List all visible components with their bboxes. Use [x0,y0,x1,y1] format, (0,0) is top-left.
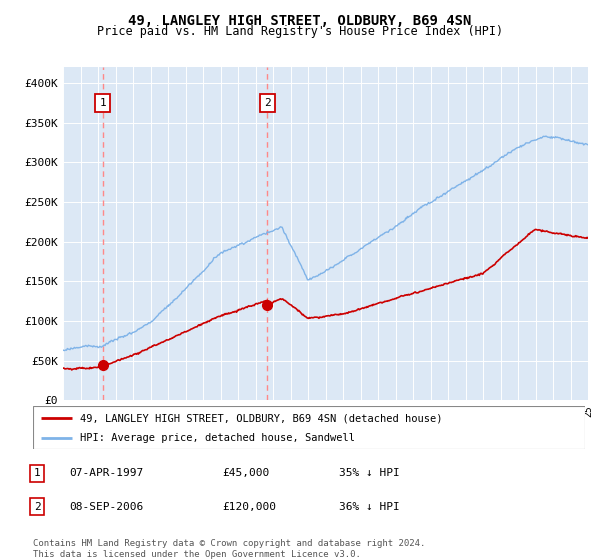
Text: £45,000: £45,000 [222,468,269,478]
Text: 36% ↓ HPI: 36% ↓ HPI [339,502,400,512]
Text: 2: 2 [34,502,41,512]
Text: 1: 1 [100,98,106,108]
Text: 35% ↓ HPI: 35% ↓ HPI [339,468,400,478]
Text: £120,000: £120,000 [222,502,276,512]
Text: 49, LANGLEY HIGH STREET, OLDBURY, B69 4SN: 49, LANGLEY HIGH STREET, OLDBURY, B69 4S… [128,14,472,28]
FancyBboxPatch shape [33,406,585,449]
Text: Contains HM Land Registry data © Crown copyright and database right 2024.: Contains HM Land Registry data © Crown c… [33,539,425,548]
Text: 1: 1 [34,468,41,478]
Text: HPI: Average price, detached house, Sandwell: HPI: Average price, detached house, Sand… [80,433,355,444]
Text: 07-APR-1997: 07-APR-1997 [69,468,143,478]
Text: 49, LANGLEY HIGH STREET, OLDBURY, B69 4SN (detached house): 49, LANGLEY HIGH STREET, OLDBURY, B69 4S… [80,413,442,423]
Text: 08-SEP-2006: 08-SEP-2006 [69,502,143,512]
Text: 2: 2 [264,98,271,108]
Text: Price paid vs. HM Land Registry's House Price Index (HPI): Price paid vs. HM Land Registry's House … [97,25,503,38]
Text: This data is licensed under the Open Government Licence v3.0.: This data is licensed under the Open Gov… [33,550,361,559]
